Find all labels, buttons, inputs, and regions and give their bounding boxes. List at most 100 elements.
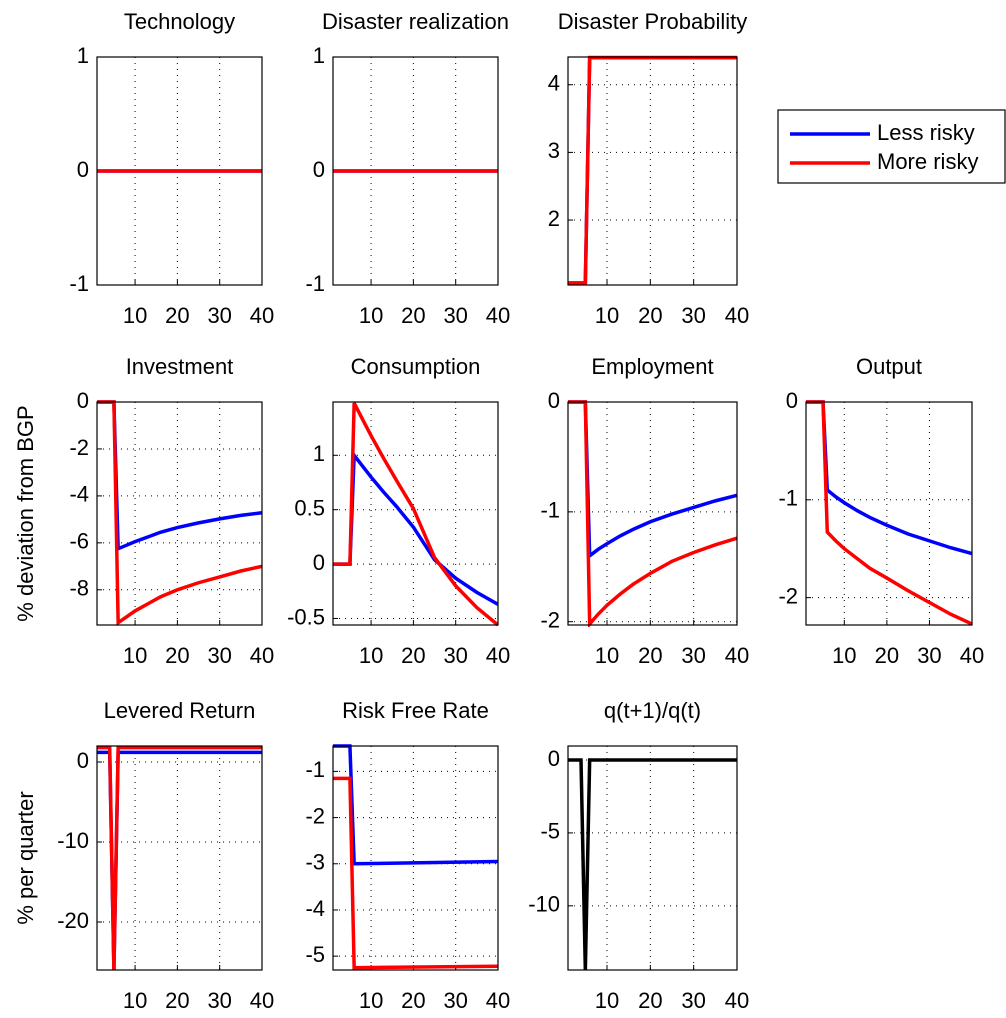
x-tick-label: 10 — [832, 643, 856, 668]
x-tick-label: 20 — [875, 643, 899, 668]
y-tick-label: -3 — [305, 850, 325, 875]
x-tick-label: 40 — [250, 303, 274, 328]
y-tick-label: 0 — [786, 388, 798, 413]
y-tick-label: -2 — [305, 803, 325, 828]
series-line — [568, 400, 737, 627]
panel: Investment % deviation from BGP 10 20 30 40 -8… — [13, 354, 274, 668]
y-axis-label: % per quarter — [13, 791, 38, 924]
axes-frame — [567, 56, 738, 286]
panel: Disaster Probability 10 20 30 40 2 3 4 — [548, 9, 749, 328]
x-tick-label: 30 — [207, 643, 231, 668]
legend-label: Less risky — [877, 120, 975, 145]
y-tick-label: -5 — [540, 819, 560, 844]
panel-title: Consumption — [351, 354, 481, 379]
y-tick-label: 0 — [313, 550, 325, 575]
y-tick-label: -1 — [305, 271, 325, 296]
panel: Output 10 20 30 40 -2 -1 0 — [778, 354, 984, 668]
x-tick-label: 20 — [165, 643, 189, 668]
series-line — [97, 400, 262, 552]
y-tick-label: -10 — [57, 828, 89, 853]
y-tick-label: -1 — [69, 271, 89, 296]
axes-frame — [567, 745, 738, 971]
panel-title: Employment — [591, 354, 713, 379]
series-line — [97, 745, 262, 971]
x-tick-label: 10 — [595, 643, 619, 668]
y-tick-label: -2 — [540, 608, 560, 633]
series-line — [333, 744, 498, 866]
y-tick-label: 0 — [77, 157, 89, 182]
y-tick-label: -0.5 — [287, 604, 325, 629]
x-tick-label: 30 — [681, 303, 705, 328]
y-tick-label: 0 — [548, 388, 560, 413]
x-tick-label: 30 — [443, 643, 467, 668]
x-tick-label: 10 — [359, 988, 383, 1013]
axes-frame — [96, 401, 263, 626]
y-tick-label: -6 — [69, 529, 89, 554]
panel-title: Output — [856, 354, 922, 379]
x-tick-label: 10 — [123, 643, 147, 668]
x-tick-label: 40 — [486, 643, 510, 668]
panel-title: Disaster Probability — [558, 9, 748, 34]
y-axis-label: % deviation from BGP — [13, 405, 38, 621]
y-tick-label: -5 — [305, 942, 325, 967]
y-tick-label: 1 — [77, 43, 89, 68]
x-tick-label: 30 — [681, 643, 705, 668]
series-line — [333, 402, 498, 627]
x-tick-label: 20 — [638, 303, 662, 328]
series-line — [97, 750, 262, 971]
panel: Consumption 10 20 30 40 -0.5 0 0.5 1 — [287, 354, 510, 668]
x-tick-label: 20 — [401, 303, 425, 328]
x-tick-label: 20 — [401, 643, 425, 668]
x-tick-label: 40 — [725, 643, 749, 668]
y-tick-label: -10 — [528, 892, 560, 917]
y-tick-label: 0 — [548, 746, 560, 771]
series-line — [806, 400, 972, 556]
y-tick-label: 2 — [548, 206, 560, 231]
x-tick-label: 20 — [401, 988, 425, 1013]
x-tick-label: 10 — [359, 303, 383, 328]
panel: Technology 10 20 30 40 -1 0 1 — [69, 9, 274, 328]
legend-label: More risky — [877, 149, 978, 174]
x-tick-label: 20 — [638, 643, 662, 668]
series-line — [568, 55, 737, 285]
panel-title: q(t+1)/q(t) — [604, 698, 701, 723]
x-tick-label: 40 — [486, 303, 510, 328]
series-line — [97, 400, 262, 626]
series-line — [333, 776, 498, 970]
axes-frame — [332, 401, 499, 626]
x-tick-label: 20 — [165, 303, 189, 328]
x-tick-label: 10 — [123, 988, 147, 1013]
y-tick-label: 4 — [548, 71, 560, 96]
y-tick-label: -1 — [305, 757, 325, 782]
y-tick-label: -4 — [305, 896, 325, 921]
y-tick-label: 0 — [77, 388, 89, 413]
panel: Disaster realization 10 20 30 40 -1 0 1 — [305, 9, 510, 328]
x-tick-label: 40 — [960, 643, 984, 668]
x-tick-label: 30 — [443, 988, 467, 1013]
x-tick-label: 30 — [207, 988, 231, 1013]
y-tick-label: 0 — [313, 157, 325, 182]
axes-frame — [96, 56, 263, 286]
panel-title: Risk Free Rate — [342, 698, 489, 723]
y-tick-label: 1 — [313, 43, 325, 68]
axes-frame — [805, 401, 973, 626]
x-tick-label: 30 — [917, 643, 941, 668]
y-tick-label: -1 — [540, 498, 560, 523]
x-tick-label: 20 — [165, 988, 189, 1013]
y-tick-label: -20 — [57, 908, 89, 933]
panel: Levered Return % per quarter 10 20 30 40 -20 -1… — [13, 698, 274, 1013]
x-tick-label: 10 — [123, 303, 147, 328]
x-tick-label: 30 — [207, 303, 231, 328]
axes-frame — [332, 745, 499, 971]
y-tick-label: -2 — [778, 583, 798, 608]
axes-frame — [567, 401, 738, 626]
legend-box — [777, 109, 1006, 184]
y-tick-label: -4 — [69, 482, 89, 507]
panel-title: Technology — [124, 9, 235, 34]
y-tick-label: 0 — [77, 748, 89, 773]
y-tick-label: 0.5 — [294, 496, 325, 521]
x-tick-label: 10 — [595, 303, 619, 328]
x-tick-label: 40 — [250, 988, 274, 1013]
x-tick-label: 20 — [638, 988, 662, 1013]
panel: Employment 10 20 30 40 -2 -1 0 — [540, 354, 749, 668]
